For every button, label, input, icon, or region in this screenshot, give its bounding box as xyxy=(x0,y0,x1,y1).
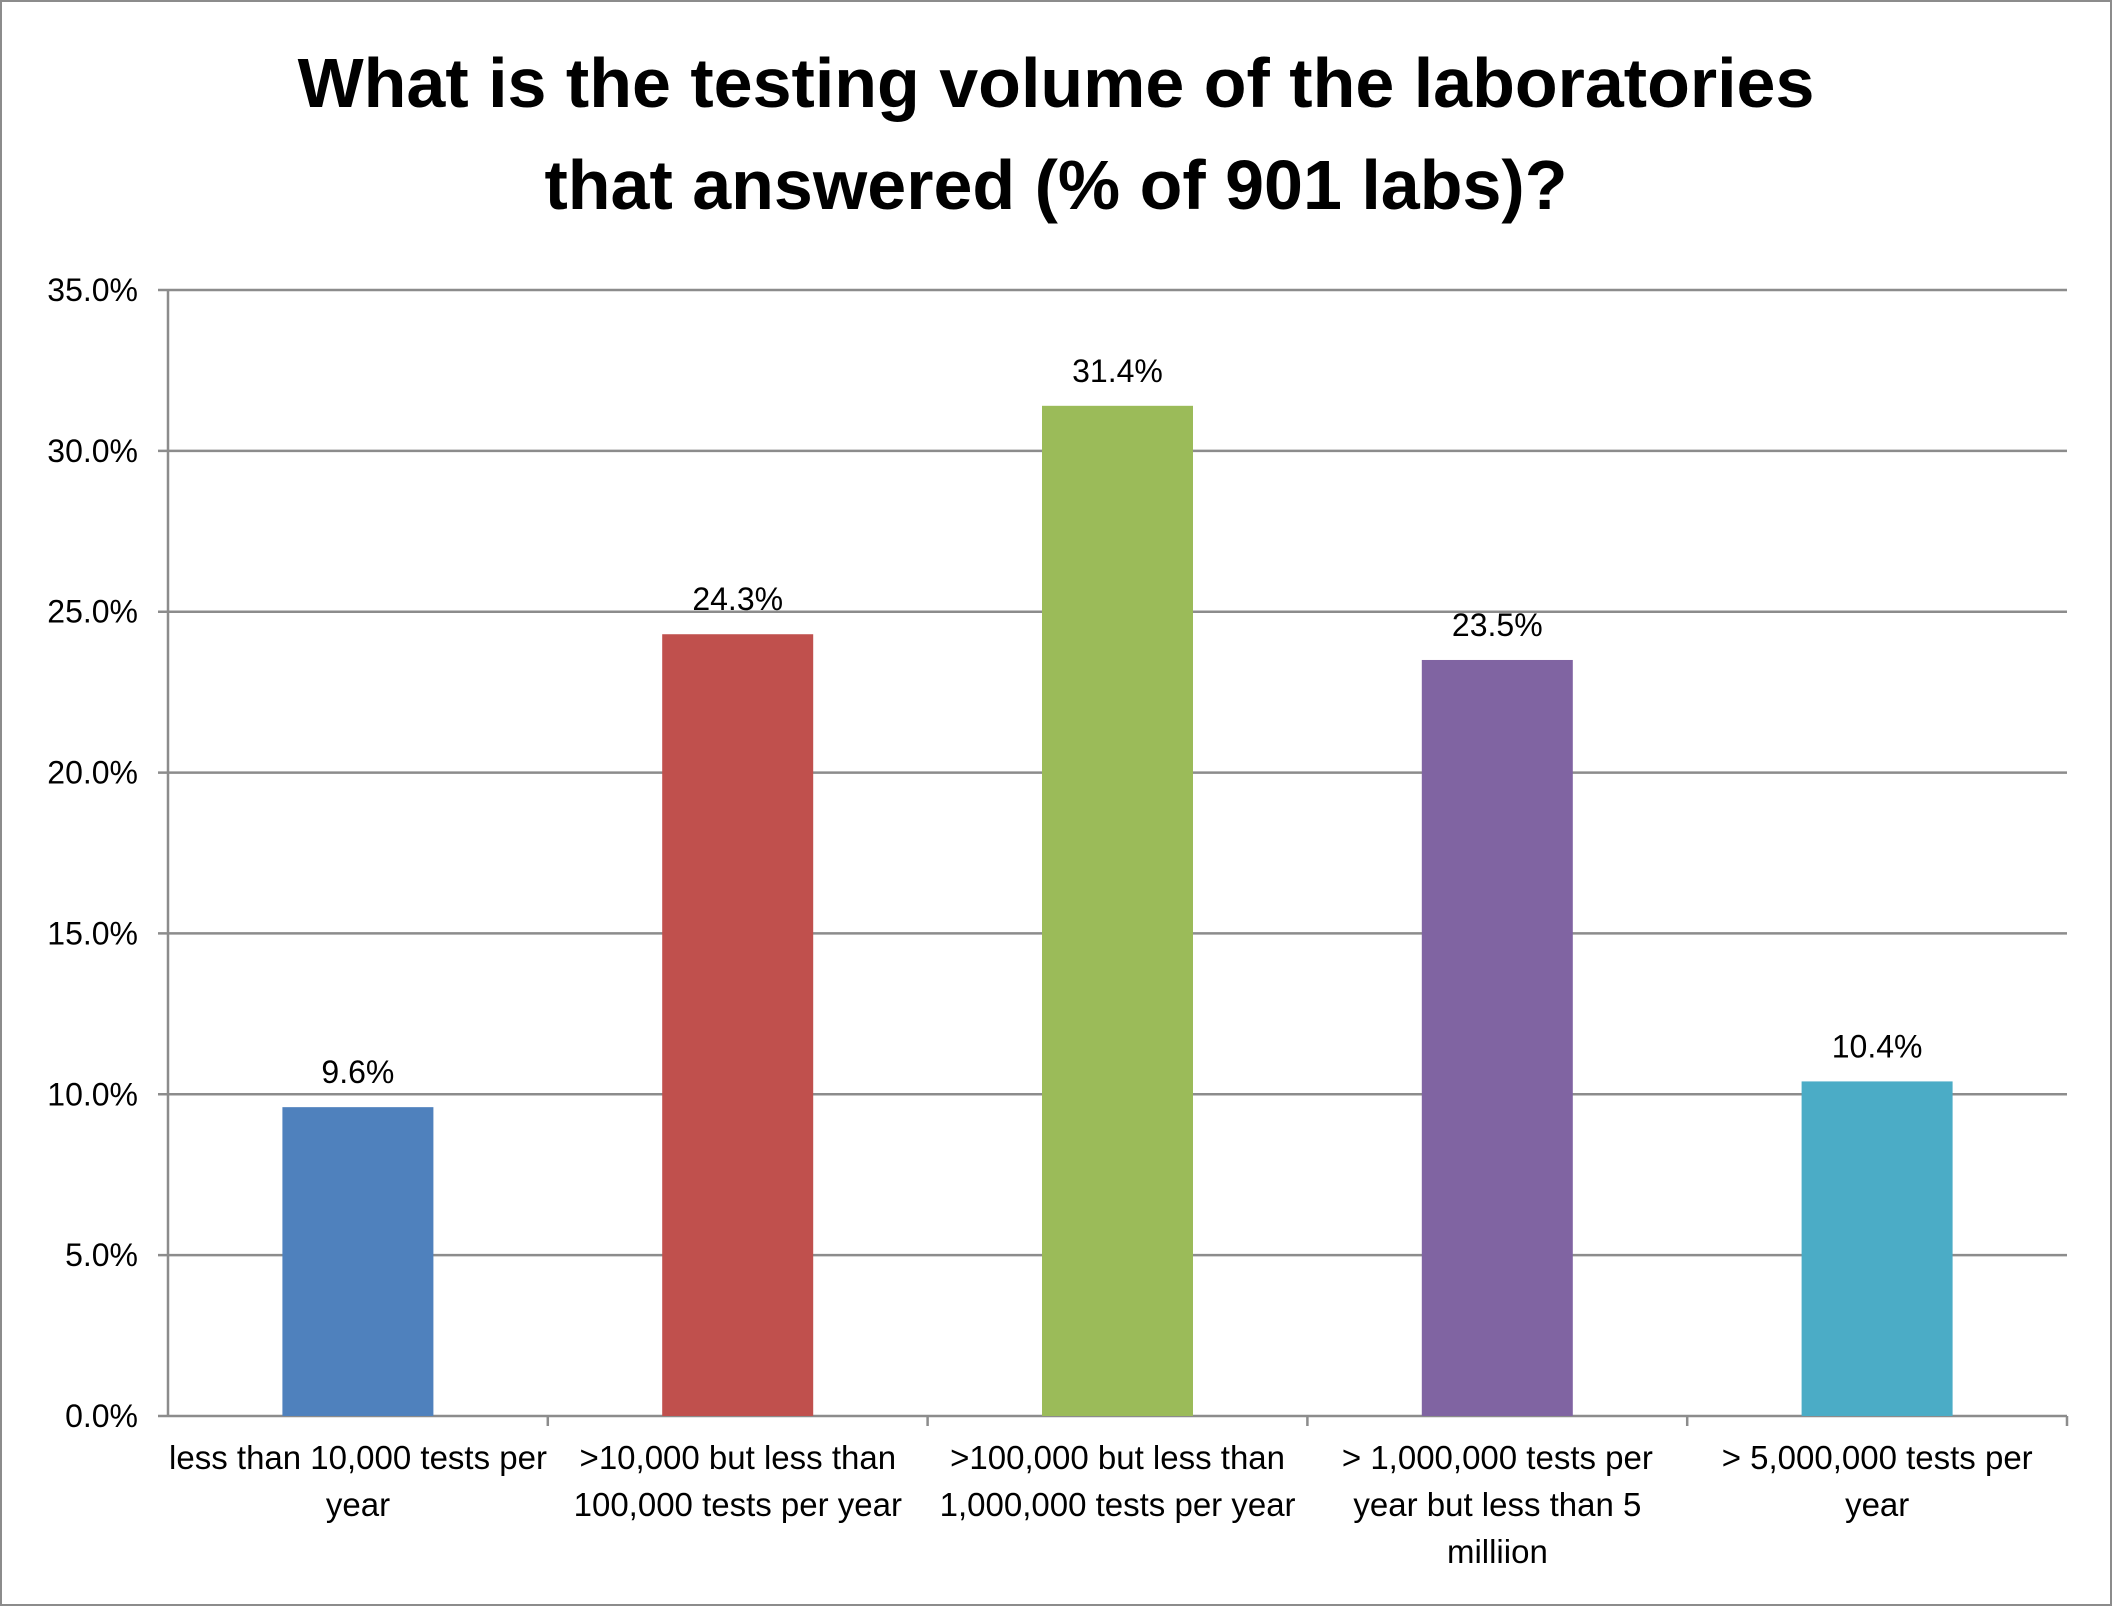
y-tick-label: 10.0% xyxy=(47,1076,138,1112)
x-tick-label: > 1,000,000 tests per year but less than… xyxy=(1341,1439,1653,1570)
data-label: 10.4% xyxy=(1832,1028,1923,1064)
data-label: 23.5% xyxy=(1452,607,1543,643)
y-tick-label: 20.0% xyxy=(47,755,138,791)
bar xyxy=(1042,405,1193,1416)
x-tick-label: >10,000 but less than 100,000 tests per … xyxy=(573,1439,902,1523)
y-tick-label: 5.0% xyxy=(65,1237,138,1273)
y-tick-label: 35.0% xyxy=(47,272,138,308)
data-label: 9.6% xyxy=(321,1054,394,1090)
y-tick-label: 0.0% xyxy=(65,1398,138,1434)
y-tick-label: 25.0% xyxy=(47,594,138,630)
chart-title-line-2: that answered (% of 901 labs)? xyxy=(544,146,1568,224)
data-label: 24.3% xyxy=(692,581,783,617)
chart-title-line-1: What is the testing volume of the labora… xyxy=(297,44,1815,122)
data-label: 31.4% xyxy=(1072,353,1163,389)
bar xyxy=(1421,659,1573,1416)
y-tick-label: 15.0% xyxy=(47,915,138,951)
bar xyxy=(1801,1081,1953,1416)
x-tick-label: > 5,000,000 tests per year xyxy=(1721,1439,2033,1523)
y-tick-label: 30.0% xyxy=(47,433,138,469)
x-tick-label: less than 10,000 tests per year xyxy=(169,1439,547,1523)
bar xyxy=(282,1107,434,1416)
x-tick-label: >100,000 but less than 1,000,000 tests p… xyxy=(939,1439,1296,1523)
chart-title: What is the testing volume of the labora… xyxy=(2,32,2110,236)
bar xyxy=(662,634,814,1416)
